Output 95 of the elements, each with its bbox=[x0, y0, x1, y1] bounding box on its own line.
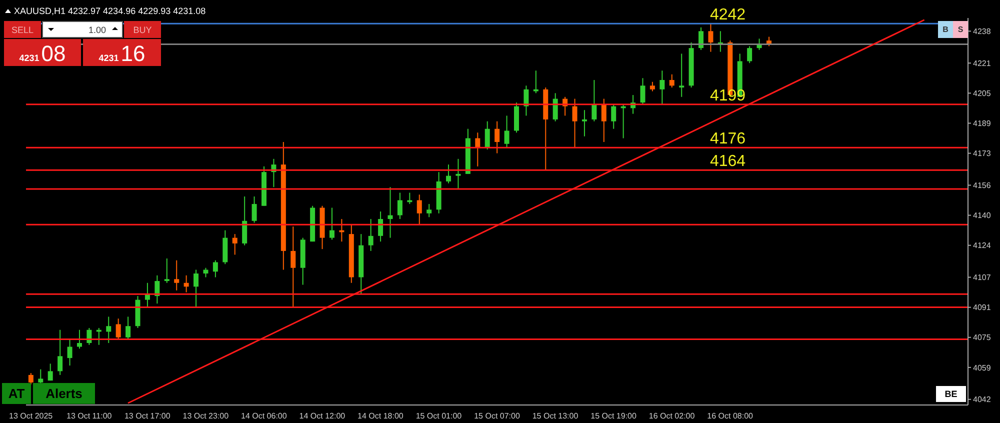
y-tick-label: 4075 bbox=[973, 333, 992, 342]
candlestick bbox=[484, 120, 490, 150]
ref-line-label: 4164 bbox=[710, 153, 746, 170]
x-tick-label: 16 Oct 02:00 bbox=[648, 412, 696, 421]
chart-title: XAUUSD,H1 4232.97 4234.96 4229.93 4231.08 bbox=[14, 6, 206, 16]
annotation: 4231 bbox=[19, 53, 40, 63]
candlestick bbox=[416, 194, 422, 226]
candlestick bbox=[572, 98, 578, 148]
candlestick bbox=[174, 260, 180, 291]
candlestick bbox=[397, 192, 402, 220]
candlestick bbox=[650, 81, 655, 92]
candlestick bbox=[378, 211, 384, 242]
buy-price-box: 4231 16 bbox=[83, 39, 161, 66]
sell-price-box: 4231 08 bbox=[4, 39, 81, 66]
candlestick bbox=[212, 260, 218, 278]
candlestick bbox=[184, 274, 189, 293]
x-tick-label: 13 Oct 11:00 bbox=[66, 412, 112, 421]
y-tick-label: 4238 bbox=[973, 26, 992, 36]
y-tick-label: 4059 bbox=[973, 363, 992, 372]
candlestick bbox=[368, 218, 374, 252]
candlestick bbox=[407, 192, 412, 204]
candlestick bbox=[679, 53, 684, 98]
b-button: B bbox=[938, 21, 953, 38]
y-tick-label: 4042 bbox=[973, 395, 992, 404]
ref-line-label: 4242 bbox=[710, 6, 746, 24]
candlestick bbox=[504, 115, 510, 148]
candlestick bbox=[601, 98, 606, 142]
candlestick bbox=[194, 269, 199, 308]
annotation: 4231 bbox=[98, 53, 119, 63]
buy-button: BUY bbox=[124, 21, 161, 38]
at-button: AT bbox=[2, 383, 31, 404]
candlestick bbox=[426, 203, 432, 218]
candlestick bbox=[58, 329, 63, 376]
candlestick bbox=[524, 85, 529, 116]
candlestick bbox=[28, 372, 34, 385]
y-tick-label: 4140 bbox=[973, 211, 992, 220]
annotation: 16 bbox=[120, 41, 146, 67]
x-tick-label: 16 Oct 08:00 bbox=[707, 412, 754, 421]
ref-line-label: 4176 bbox=[710, 130, 746, 148]
candlestick bbox=[592, 79, 597, 122]
candlestick bbox=[242, 196, 248, 246]
candlestick bbox=[552, 92, 558, 122]
x-tick-label: 14 Oct 18:00 bbox=[358, 412, 404, 421]
candlestick bbox=[640, 78, 646, 105]
candlestick bbox=[446, 164, 452, 184]
y-tick-label: 4107 bbox=[973, 273, 992, 282]
candlestick bbox=[582, 110, 587, 137]
candlestick bbox=[388, 186, 393, 238]
y-tick-label: 4189 bbox=[973, 119, 992, 128]
candlestick bbox=[747, 46, 752, 64]
candlestick bbox=[533, 70, 538, 94]
y-tick-label: 4221 bbox=[973, 58, 992, 68]
candlestick bbox=[232, 234, 238, 256]
alerts-button: Alerts bbox=[33, 383, 95, 404]
candlestick bbox=[698, 26, 704, 50]
y-tick-label: 4156 bbox=[973, 181, 992, 190]
x-tick-label: 14 Oct 06:00 bbox=[241, 412, 288, 421]
candlestick bbox=[252, 196, 257, 224]
candlestick bbox=[494, 120, 500, 154]
candlestick bbox=[203, 267, 208, 278]
candlestick bbox=[164, 258, 170, 284]
candlestick bbox=[611, 104, 616, 130]
candlestick bbox=[48, 363, 53, 382]
x-tick-label: 15 Oct 07:00 bbox=[474, 412, 520, 421]
candlestick bbox=[67, 338, 72, 366]
candlestick bbox=[126, 316, 131, 340]
x-tick-label: 15 Oct 13:00 bbox=[532, 412, 579, 421]
y-tick-label: 4205 bbox=[973, 88, 992, 98]
quantity-field: 1.00 bbox=[42, 21, 123, 38]
x-tick-label: 15 Oct 01:00 bbox=[416, 412, 462, 421]
candlestick bbox=[154, 274, 160, 304]
candlestick bbox=[106, 316, 112, 344]
candlestick bbox=[76, 329, 82, 350]
s-button: S bbox=[953, 21, 968, 38]
candlestick bbox=[669, 74, 674, 88]
candlestick bbox=[116, 318, 121, 340]
x-tick-label: 13 Oct 2025 bbox=[9, 412, 54, 421]
candlestick bbox=[475, 132, 480, 167]
annotation: 08 bbox=[41, 41, 66, 67]
sell-button: SELL bbox=[4, 21, 41, 38]
y-tick-label: 4173 bbox=[973, 149, 992, 158]
candlestick bbox=[290, 226, 296, 308]
candlestick bbox=[708, 23, 714, 52]
candlestick bbox=[38, 368, 44, 385]
x-tick-label: 14 Oct 12:00 bbox=[299, 412, 346, 421]
x-tick-label: 13 Oct 17:00 bbox=[124, 412, 171, 421]
x-tick-label: 13 Oct 23:00 bbox=[182, 412, 230, 421]
ref-line-label: 4199 bbox=[710, 87, 746, 104]
candlestick bbox=[329, 207, 334, 240]
candlestick bbox=[660, 70, 665, 105]
y-tick-label: 4091 bbox=[973, 303, 992, 312]
candlestick bbox=[456, 158, 461, 190]
be-button: BE bbox=[936, 386, 966, 402]
y-tick-label: 4124 bbox=[973, 241, 992, 250]
x-tick-label: 15 Oct 19:00 bbox=[590, 412, 637, 421]
